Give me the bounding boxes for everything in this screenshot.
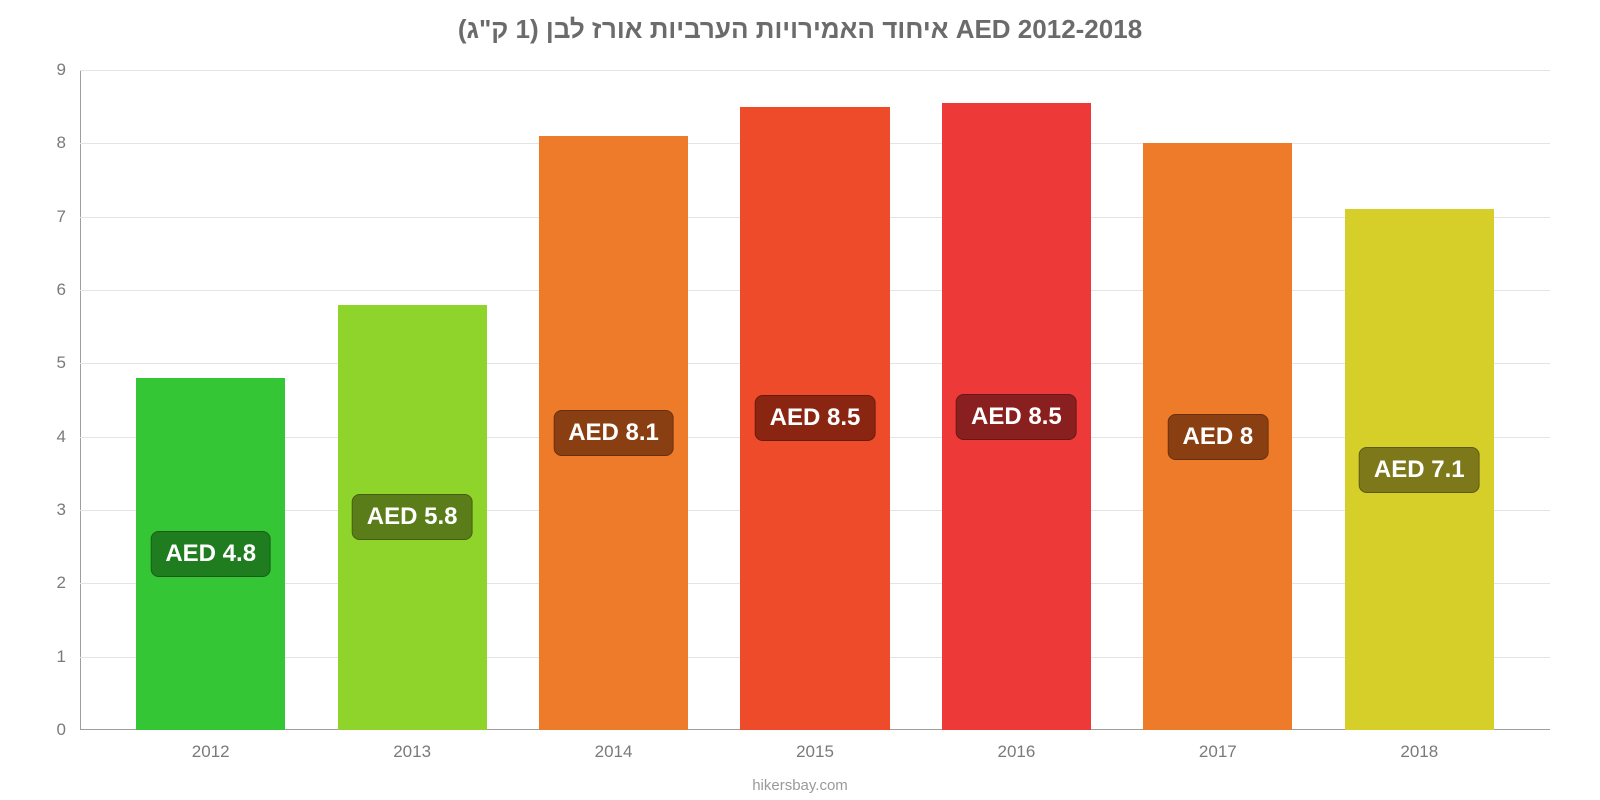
bar-slot: AED 8.5 bbox=[942, 103, 1091, 730]
gridline bbox=[80, 70, 1550, 71]
y-tick-label: 3 bbox=[57, 500, 80, 520]
chart-title: איחוד האמירויות הערביות אורז לבן (1 ק"ג)… bbox=[0, 14, 1600, 45]
bar-slot: AED 4.8 bbox=[136, 378, 285, 730]
x-tick-label: 2015 bbox=[796, 730, 834, 762]
bar-slot: AED 8 bbox=[1143, 143, 1292, 730]
bar-value-label: AED 4.8 bbox=[150, 531, 271, 577]
bar-value-label: AED 8.5 bbox=[755, 395, 876, 441]
y-tick-label: 9 bbox=[57, 60, 80, 80]
y-tick-label: 4 bbox=[57, 427, 80, 447]
y-tick-label: 5 bbox=[57, 353, 80, 373]
attribution-text: hikersbay.com bbox=[0, 777, 1600, 794]
bar-slot: AED 5.8 bbox=[338, 305, 487, 730]
x-tick-label: 2013 bbox=[393, 730, 431, 762]
y-tick-label: 6 bbox=[57, 280, 80, 300]
plot-area: 0123456789AED 4.82012AED 5.82013AED 8.12… bbox=[80, 70, 1550, 730]
y-tick-label: 1 bbox=[57, 647, 80, 667]
bar-slot: AED 8.5 bbox=[740, 107, 889, 730]
bar-value-label: AED 5.8 bbox=[352, 494, 473, 540]
x-tick-label: 2018 bbox=[1400, 730, 1438, 762]
y-tick-label: 7 bbox=[57, 207, 80, 227]
bar-value-label: AED 7.1 bbox=[1359, 447, 1480, 493]
x-tick-label: 2014 bbox=[595, 730, 633, 762]
bar-value-label: AED 8 bbox=[1168, 414, 1269, 460]
y-tick-label: 2 bbox=[57, 573, 80, 593]
x-tick-label: 2017 bbox=[1199, 730, 1237, 762]
y-tick-label: 8 bbox=[57, 133, 80, 153]
bar-slot: AED 7.1 bbox=[1345, 209, 1494, 730]
y-tick-label: 0 bbox=[57, 720, 80, 740]
y-axis-line bbox=[80, 70, 81, 730]
x-tick-label: 2012 bbox=[192, 730, 230, 762]
bar-chart: איחוד האמירויות הערביות אורז לבן (1 ק"ג)… bbox=[0, 0, 1600, 800]
x-tick-label: 2016 bbox=[998, 730, 1036, 762]
bar-value-label: AED 8.5 bbox=[956, 394, 1077, 440]
bar-slot: AED 8.1 bbox=[539, 136, 688, 730]
bar-value-label: AED 8.1 bbox=[553, 410, 674, 456]
